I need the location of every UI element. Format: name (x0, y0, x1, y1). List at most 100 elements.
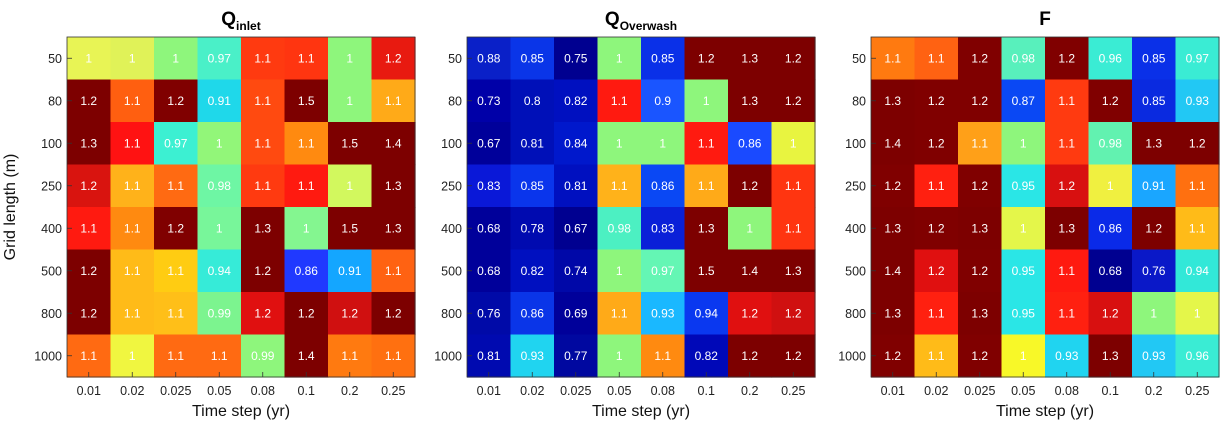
x-tick-label: 0.01 (881, 384, 905, 398)
heatmap-cell (197, 122, 242, 166)
cell-value-label: 1 (216, 221, 223, 235)
x-tick-label: 0.05 (607, 384, 631, 398)
heatmap-cell (771, 79, 816, 123)
cell-value-label: 0.97 (651, 264, 675, 278)
heatmap-cell (1175, 122, 1220, 166)
heatmap-cell (371, 249, 416, 293)
y-tick-label: 100 (41, 137, 62, 151)
cell-value-label: 1.1 (785, 221, 802, 235)
chart-title-subscript: inlet (236, 19, 261, 33)
heatmap-cell (110, 334, 155, 378)
heatmap-cell (110, 122, 155, 166)
x-tick-label: 0.05 (207, 384, 231, 398)
x-tick-label: 0.1 (698, 384, 715, 398)
cell-value-label: 1.4 (298, 349, 315, 363)
heatmap-cell (1132, 292, 1177, 336)
heatmap-cell (728, 292, 773, 336)
heatmap-cell (1175, 334, 1220, 378)
cell-value-label: 1.1 (124, 94, 141, 108)
heatmap-cell (197, 164, 242, 208)
heatmap-cell (1175, 292, 1220, 336)
cell-value-label: 0.85 (521, 51, 545, 65)
cell-value-label: 1.1 (167, 306, 184, 320)
cell-value-label: 0.75 (564, 51, 588, 65)
x-tick-label: 0.1 (1102, 384, 1119, 398)
cell-value-label: 1 (1107, 179, 1114, 193)
cell-value-label: 0.86 (295, 264, 319, 278)
heatmap-cell (771, 292, 816, 336)
cell-value-label: 0.76 (1142, 264, 1166, 278)
cell-value-label: 1.2 (1058, 179, 1075, 193)
x-tick-label: 0.2 (1145, 384, 1162, 398)
heatmap-cell (771, 37, 816, 81)
heatmap-cell (284, 292, 329, 336)
heatmap-cell (110, 207, 155, 251)
cell-value-label: 0.68 (477, 264, 501, 278)
heatmap-cell (1045, 122, 1090, 166)
y-tick-label: 100 (845, 137, 866, 151)
cell-value-label: 1.1 (254, 179, 271, 193)
cell-value-label: 0.86 (651, 179, 675, 193)
cell-value-label: 1.1 (80, 349, 97, 363)
cell-value-label: 1.3 (1102, 349, 1119, 363)
cell-value-label: 0.84 (564, 136, 588, 150)
heatmap-cell (328, 37, 373, 81)
cell-value-label: 1.1 (167, 179, 184, 193)
heatmap-cell (597, 207, 642, 251)
heatmap-cell (110, 164, 155, 208)
heatmap-cell (197, 37, 242, 81)
cell-value-label: 0.67 (564, 221, 588, 235)
x-tick-label: 0.025 (560, 384, 591, 398)
cell-value-label: 1.1 (124, 306, 141, 320)
heatmap-cell (154, 37, 199, 81)
heatmap-cell (684, 164, 729, 208)
cell-value-label: 1.2 (80, 94, 97, 108)
heatmap-cell (510, 207, 555, 251)
heatmap-cell (110, 292, 155, 336)
cell-value-label: 1.2 (1102, 94, 1119, 108)
cell-value-label: 1.1 (698, 179, 715, 193)
heatmap-cell (684, 37, 729, 81)
heatmap-cell (871, 37, 916, 81)
cell-value-label: 1.2 (341, 306, 358, 320)
cell-value-label: 1.3 (1145, 136, 1162, 150)
y-tick-label: 80 (852, 94, 866, 108)
cell-value-label: 0.93 (1186, 94, 1210, 108)
chart-title: Qinlet (221, 9, 260, 33)
cell-value-label: 1.2 (928, 221, 945, 235)
cell-value-label: 1.3 (385, 221, 402, 235)
heatmap-cell (597, 122, 642, 166)
cell-value-label: 0.81 (521, 136, 545, 150)
cell-value-label: 1.1 (124, 179, 141, 193)
heatmap-panel-1: 1 1 1 0.97 1.1 1.1 1 1.2 1.2 1.1 1.2 0.91 1.1 1.5 1 1.1… (2, 9, 416, 420)
heatmap-cell (554, 37, 599, 81)
cell-value-label: 1.4 (741, 264, 758, 278)
heatmap-cell (1045, 207, 1090, 251)
cell-value-label: 1.2 (928, 94, 945, 108)
heatmap-cell (1132, 249, 1177, 293)
heatmap-cell (914, 37, 959, 81)
y-tick-label: 800 (441, 307, 462, 321)
y-axis-label: Grid length (m) (2, 154, 19, 261)
cell-value-label: 1.2 (884, 179, 901, 193)
cell-value-label: 0.97 (208, 51, 232, 65)
heatmap-cell (1132, 37, 1177, 81)
cell-value-label: 1 (1150, 306, 1157, 320)
heatmap-cell (871, 122, 916, 166)
chart-title-main: Q (605, 9, 620, 30)
cell-value-label: 1.2 (80, 306, 97, 320)
cell-value-label: 1.1 (124, 221, 141, 235)
heatmap-cell (1132, 164, 1177, 208)
cell-value-label: 1.1 (611, 306, 628, 320)
heatmap-cell (510, 79, 555, 123)
cell-value-label: 1.3 (785, 264, 802, 278)
heatmap-cell (328, 249, 373, 293)
heatmap-cell (1088, 207, 1133, 251)
cell-value-label: 1.2 (785, 306, 802, 320)
cell-value-label: 1.2 (1058, 51, 1075, 65)
y-tick-label: 100 (441, 137, 462, 151)
heatmap-cell (914, 122, 959, 166)
cell-value-label: 0.68 (477, 221, 501, 235)
cell-value-label: 1.1 (884, 51, 901, 65)
cell-value-label: 0.73 (477, 94, 501, 108)
